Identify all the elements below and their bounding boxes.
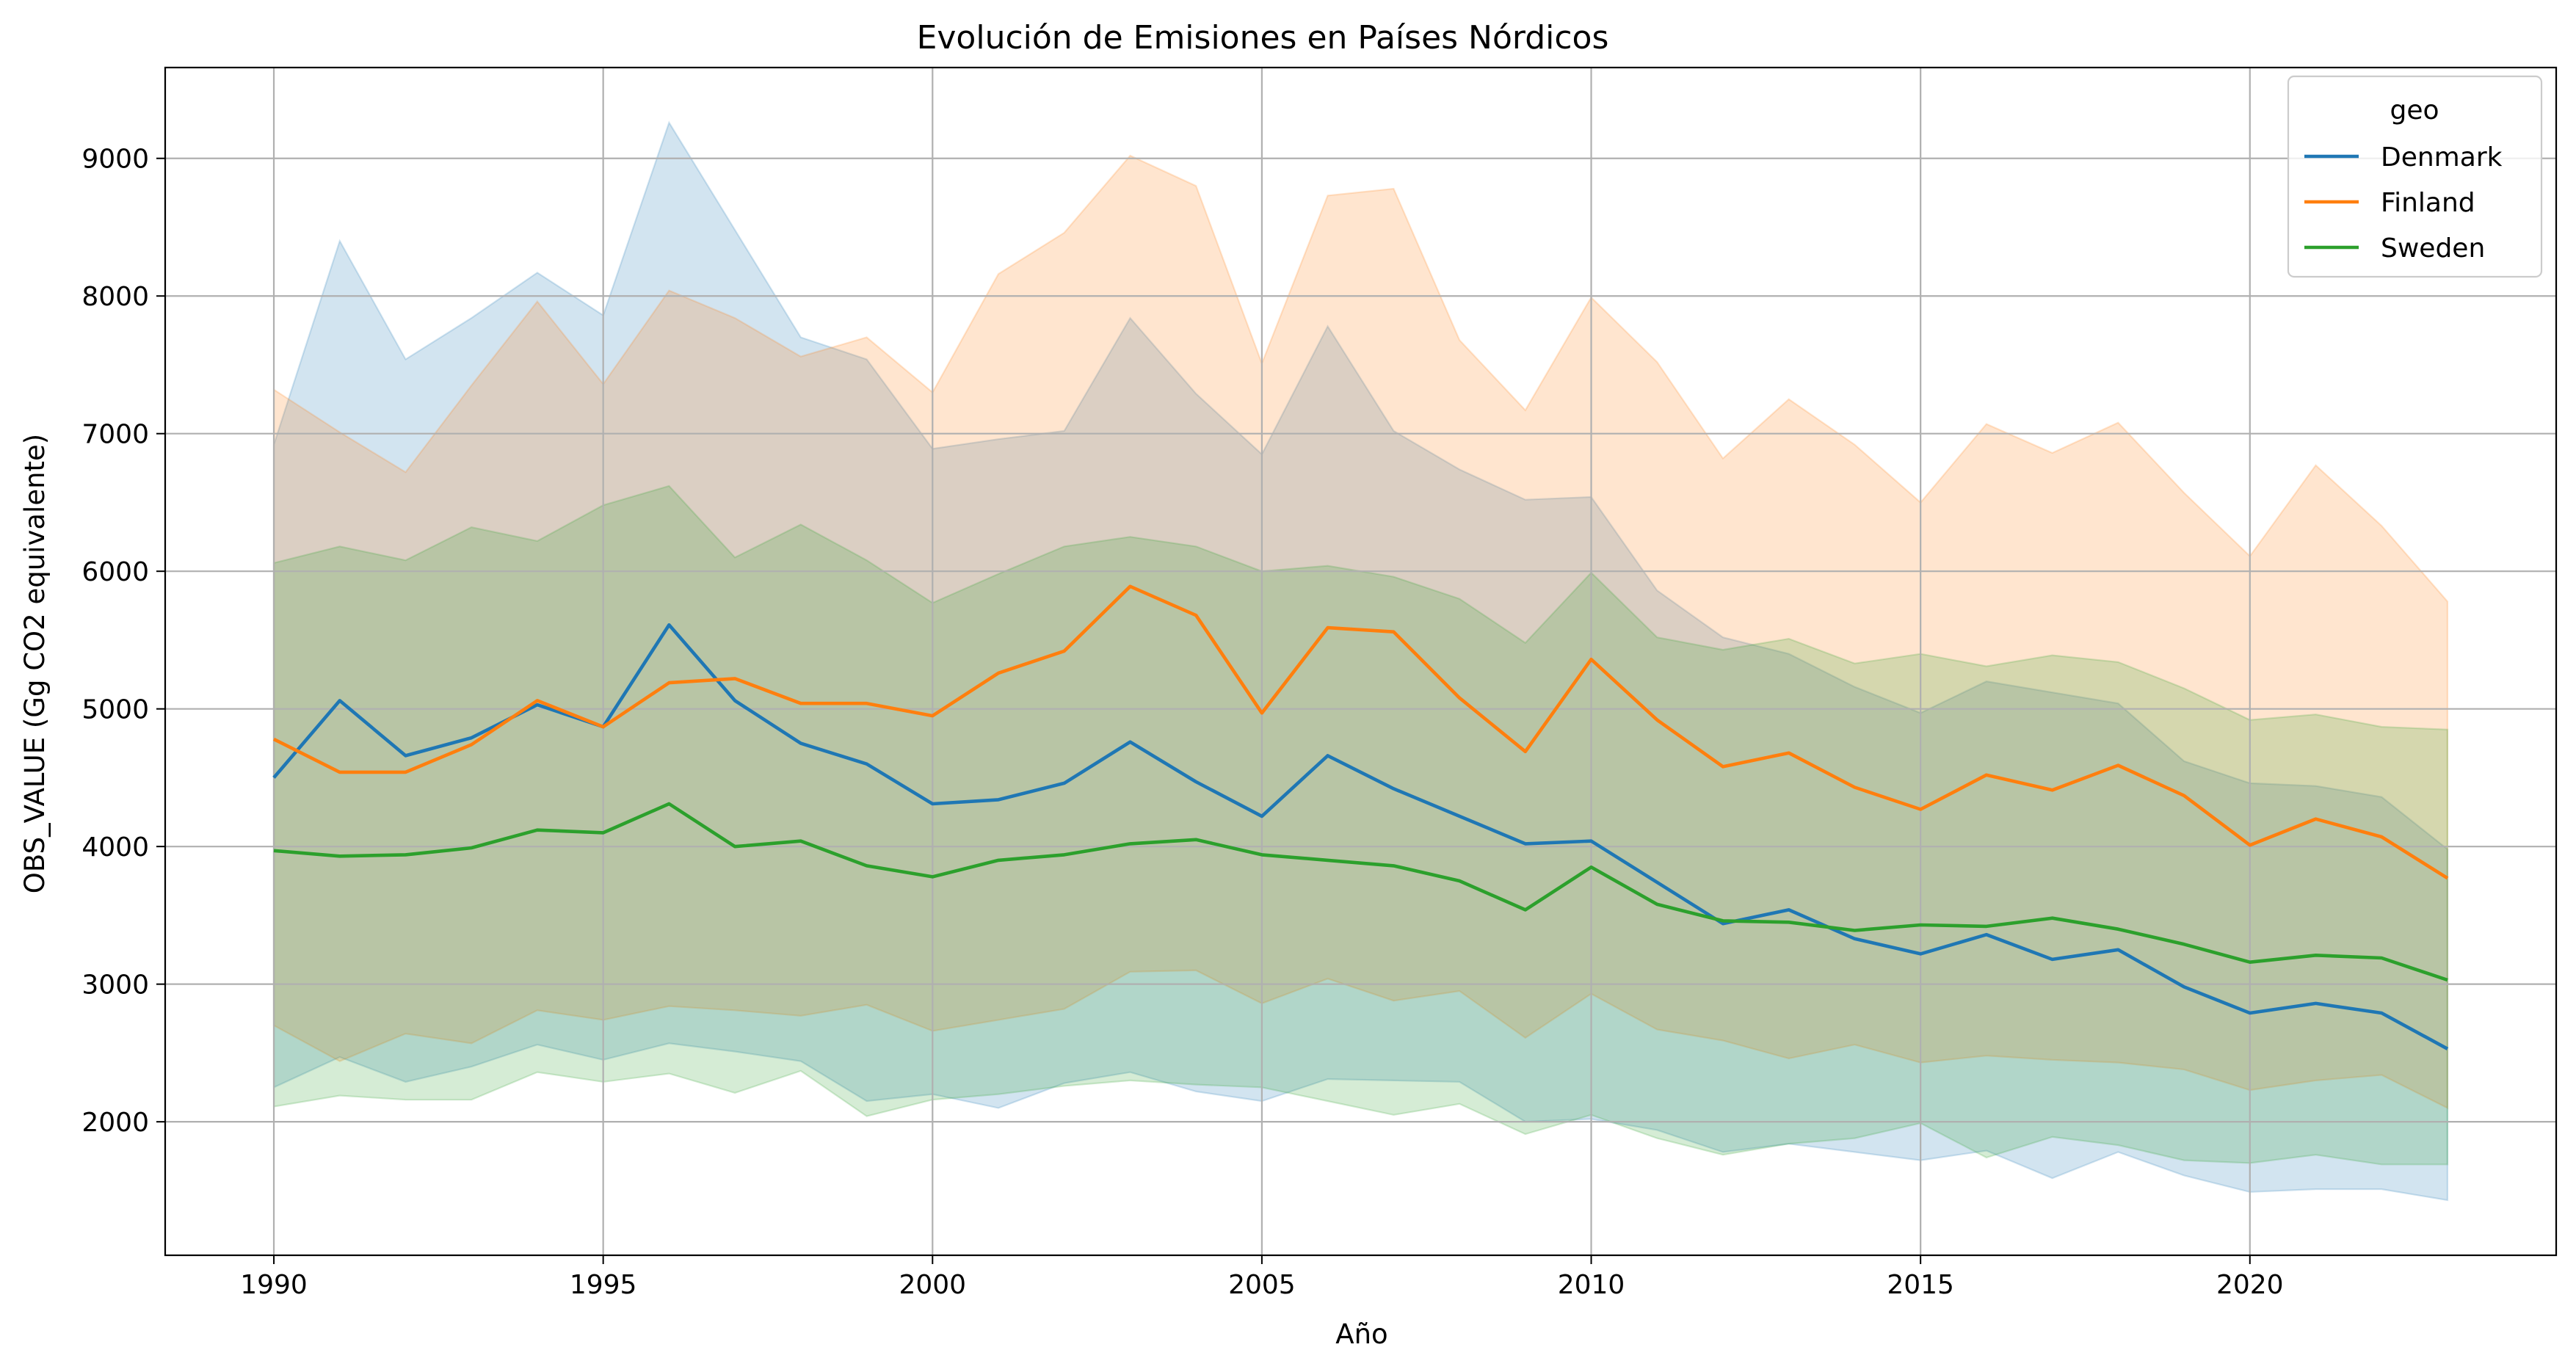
x-axis-label: Año — [1335, 1318, 1387, 1350]
series-line-denmark — [272, 623, 2449, 1050]
legend-label-finland: Finland — [2381, 188, 2475, 218]
x-tick-label: 2010 — [1558, 1270, 1625, 1300]
y-tick-label: 6000 — [81, 557, 149, 587]
y-tick-label: 9000 — [81, 145, 149, 175]
series-lines — [272, 584, 2449, 1050]
x-tick-label: 2000 — [899, 1270, 966, 1300]
y-tick-label: 5000 — [81, 695, 149, 725]
legend-items: Denmark Finland Sweden — [2304, 142, 2503, 264]
legend-label-denmark: Denmark — [2381, 142, 2503, 173]
y-tick-label: 4000 — [81, 832, 149, 863]
x-tick-label: 2020 — [2216, 1270, 2284, 1300]
chart-title: Evolución de Emisiones en Países Nórdico… — [917, 19, 1609, 57]
band-finland — [272, 154, 2449, 1110]
legend-title: geo — [2390, 95, 2439, 126]
x-axis-ticks: 1990 1995 2000 2005 2010 2015 2020 — [240, 1255, 2284, 1300]
x-tick-label: 2015 — [1887, 1270, 1954, 1300]
legend-box — [2287, 75, 2543, 278]
y-tick-label: 2000 — [81, 1108, 149, 1138]
x-tick-label: 2005 — [1228, 1270, 1296, 1300]
confidence-bands — [272, 120, 2449, 1202]
legend-label-sweden: Sweden — [2381, 233, 2485, 264]
legend: geo Denmark Finland Sweden — [2287, 75, 2543, 278]
y-tick-label: 8000 — [81, 282, 149, 312]
y-tick-label: 7000 — [81, 420, 149, 450]
plot-frame — [164, 66, 2558, 1257]
x-tick-label: 1990 — [240, 1270, 308, 1300]
series-line-sweden — [273, 802, 2448, 982]
band-sweden — [272, 484, 2449, 1166]
band-denmark — [272, 120, 2449, 1202]
y-axis-ticks: 2000 3000 4000 5000 6000 7000 8000 9000 — [81, 145, 165, 1138]
y-axis-label: OBS_VALUE (Gg CO2 equivalente) — [19, 434, 51, 893]
x-tick-label: 1995 — [570, 1270, 637, 1300]
grid-lines — [165, 68, 2556, 1255]
series-line-finland — [272, 584, 2449, 880]
y-tick-label: 3000 — [81, 970, 149, 1001]
